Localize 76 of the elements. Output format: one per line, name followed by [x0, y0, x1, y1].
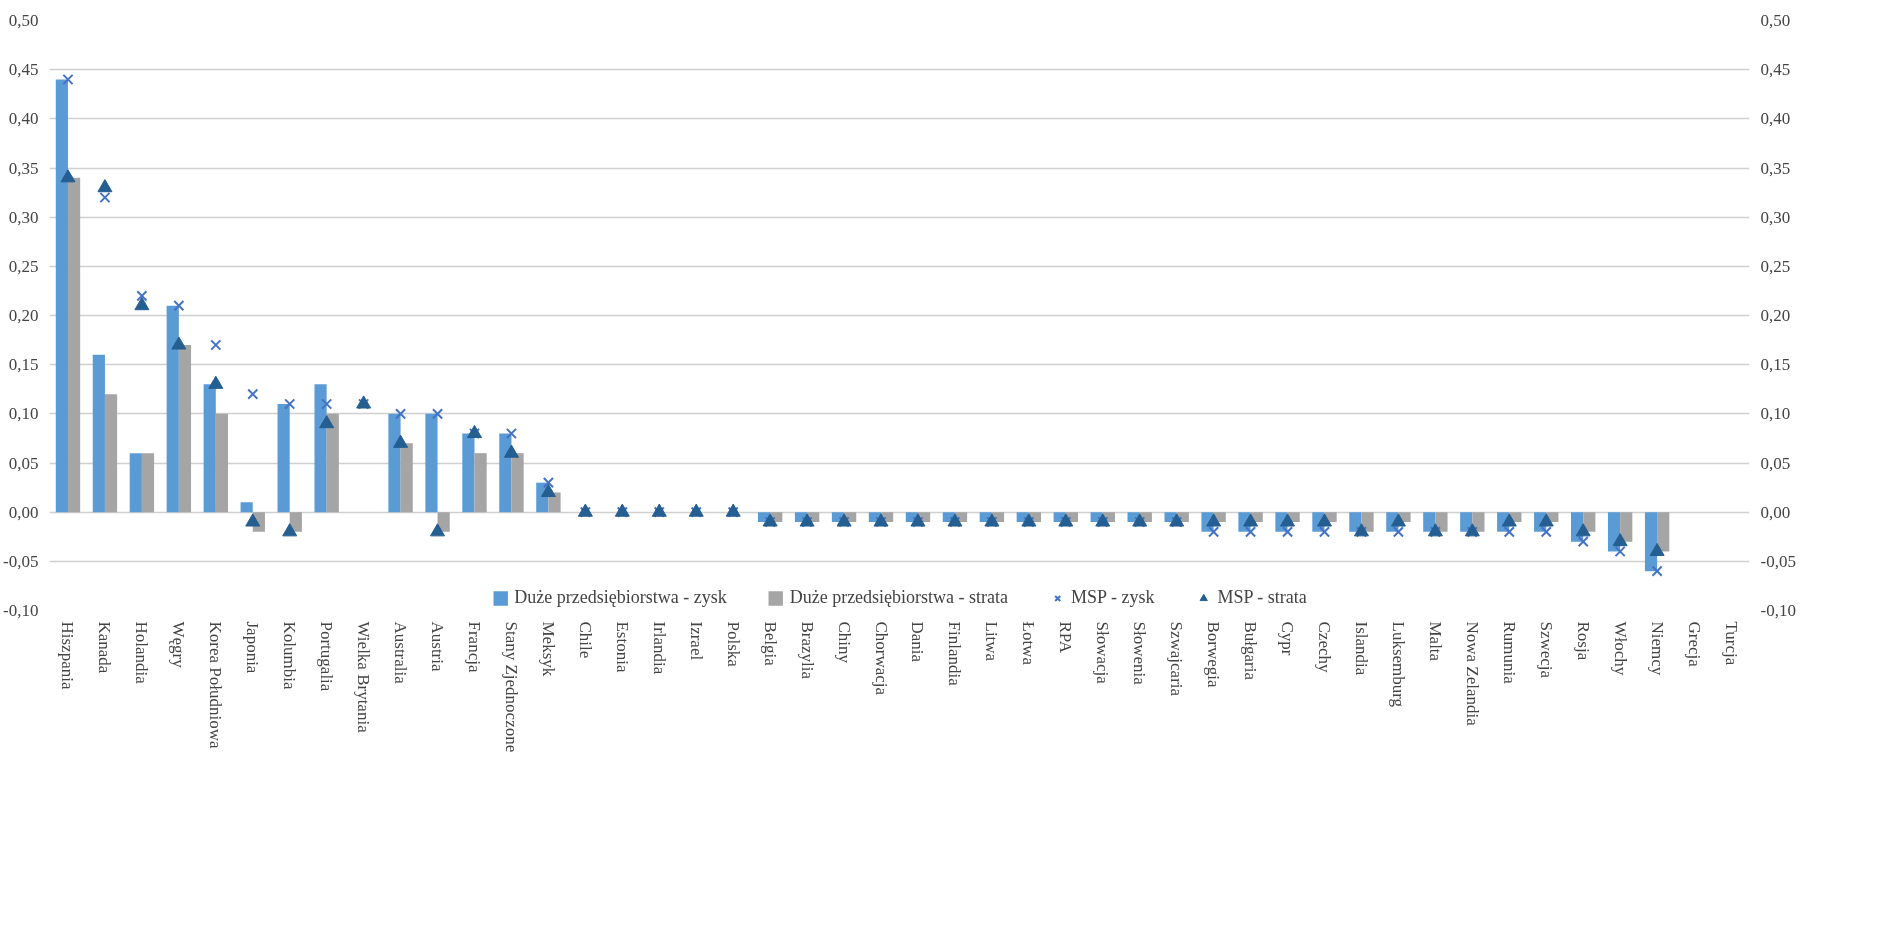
x-tick-label: Włochy	[1610, 621, 1630, 676]
x-tick-label: Chorwacja	[871, 621, 891, 696]
x-tick-label: Belgia	[760, 621, 780, 667]
x-tick-label: Słowacja	[1093, 621, 1113, 685]
x-tick-label: Rosja	[1573, 621, 1593, 661]
y-tick-label: 0,30	[8, 207, 39, 227]
x-tick-label: Australia	[391, 621, 411, 685]
y2-tick-label: 0,35	[1760, 158, 1791, 178]
x-tick-label: Brazylia	[797, 621, 817, 680]
y-tick-label: 0,05	[8, 453, 39, 473]
y-tick-label: 0,10	[8, 404, 39, 424]
x-tick-label: Portugalia	[317, 621, 337, 692]
x-tick-label: RPA	[1056, 621, 1076, 654]
x-tick-label: Niemcy	[1647, 621, 1667, 676]
y2-tick-label: 0,00	[1760, 502, 1791, 522]
x-tick-label: Turcja	[1721, 621, 1741, 666]
x-tick-label: Kanada	[95, 621, 115, 674]
x-tick-label: Nowa Zelandia	[1462, 621, 1482, 727]
y-tick-label: -0,05	[3, 551, 39, 571]
y2-tick-label: 0,25	[1760, 256, 1791, 276]
x-tick-label: Kolumbia	[280, 621, 300, 690]
x-tick-label: Szwecja	[1536, 621, 1556, 679]
legend-label: Duże przedsiębiorstwa - strata	[789, 587, 1009, 608]
x-tick-label: Dania	[908, 621, 928, 663]
y2-tick-label: 0,15	[1760, 355, 1791, 375]
x-tick-label: Hiszpania	[58, 621, 78, 690]
x-tick-label: Izrael	[686, 621, 706, 661]
x-tick-label: Łotwa	[1019, 621, 1039, 666]
x-tick-label: Grecja	[1684, 621, 1704, 668]
y-tick-label: 0,00	[8, 502, 39, 522]
x-tick-label: Litwa	[982, 621, 1002, 662]
y-tick-label: 0,50	[8, 11, 39, 30]
x-tick-label: Czechy	[1315, 621, 1334, 673]
x-tick-label: Irlandia	[649, 621, 669, 675]
x-tick-label: Estonia	[612, 621, 632, 673]
x-tick-label: Chile	[575, 621, 595, 659]
x-tick-label: Holandia	[132, 621, 152, 685]
y2-tick-label: 0,40	[1760, 109, 1791, 129]
x-tick-label: Rumunia	[1499, 621, 1519, 685]
x-tick-label: Bułgaria	[1241, 621, 1261, 681]
x-tick-label: Wielka Brytania	[354, 621, 374, 734]
x-tick-label: Francja	[465, 621, 484, 673]
x-tick-label: Chiny	[834, 621, 854, 664]
legend-label: Duże przedsiębiorstwa - zysk	[514, 587, 727, 608]
x-tick-label: Finlandia	[945, 621, 965, 687]
legend-label: MSP - zysk	[1071, 587, 1155, 608]
y2-tick-label: -0,05	[1760, 551, 1796, 571]
x-tick-label: Luksemburg	[1388, 621, 1408, 708]
legend-label: MSP - strata	[1217, 587, 1307, 608]
y2-tick-label: 0,05	[1760, 453, 1791, 473]
y2-tick-label: 0,20	[1760, 306, 1791, 325]
y-tick-label: 0,15	[8, 355, 39, 375]
y2-tick-label: 0,10	[1760, 404, 1791, 424]
y-tick-label: 0,20	[8, 306, 39, 325]
y2-tick-label: 0,50	[1760, 11, 1791, 30]
x-tick-label: Korea Południowa	[206, 621, 226, 749]
y2-tick-label: 0,30	[1760, 207, 1791, 227]
x-tick-label: Austria	[428, 621, 448, 672]
x-tick-label: Słowenia	[1130, 621, 1150, 686]
y2-tick-label: -0,10	[1760, 601, 1796, 620]
x-tick-label: Meksyk	[538, 621, 558, 677]
x-tick-label: Borwegia	[1204, 621, 1224, 689]
x-tick-label: Japonia	[243, 621, 263, 674]
x-tick-label: Szwajcaria	[1167, 621, 1187, 697]
x-tick-label: Węgry	[169, 621, 189, 669]
y-tick-label: 0,45	[8, 60, 39, 80]
y-tick-label: -0,10	[3, 601, 39, 620]
y-tick-label: 0,25	[8, 256, 39, 276]
y2-tick-label: 0,45	[1760, 60, 1791, 80]
x-tick-label: Stany Zjednoczone	[501, 621, 521, 753]
x-tick-label: Polska	[723, 621, 743, 668]
x-tick-label: Cypr	[1278, 621, 1298, 656]
x-tick-label: Malta	[1425, 621, 1445, 662]
y-tick-label: 0,35	[8, 158, 39, 178]
x-tick-label: Islandia	[1351, 621, 1371, 676]
y-tick-label: 0,40	[8, 109, 39, 129]
